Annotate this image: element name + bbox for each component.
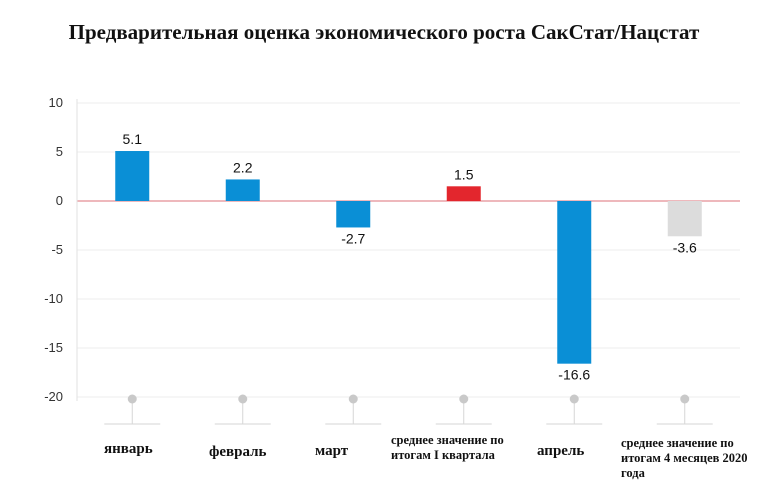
y-tick-label: -5 (51, 242, 63, 257)
bar (446, 186, 481, 201)
x-tick-marker (238, 394, 248, 404)
data-label: 2.2 (233, 159, 253, 175)
y-tick-label: -15 (44, 340, 63, 355)
x-tick-marker (459, 394, 469, 404)
data-label: -3.6 (673, 239, 697, 255)
x-category-label: февраль (209, 444, 267, 460)
x-category-label: апрель (537, 443, 585, 459)
y-tick-label: -10 (44, 291, 63, 306)
x-category-label: январь (104, 441, 153, 457)
x-category-label: среднее значение по итогам 4 месяцев 202… (621, 436, 748, 480)
x-tick-marker (127, 394, 137, 404)
data-label: -2.7 (341, 230, 365, 246)
x-tick-marker (569, 394, 579, 404)
data-label: -16.6 (558, 367, 590, 383)
x-category-label: март (315, 443, 349, 459)
bar (115, 151, 150, 201)
x-category-label: среднее значение по итогам I квартала (391, 433, 504, 462)
chart-title: Предварительная оценка экономического ро… (68, 20, 700, 44)
bar (225, 179, 260, 201)
bar (336, 201, 371, 228)
x-tick-marker (348, 394, 358, 404)
y-tick-label: 5 (56, 144, 63, 159)
data-label: 5.1 (123, 131, 143, 147)
y-tick-label: 10 (49, 95, 63, 110)
x-tick-marker (680, 394, 690, 404)
y-tick-label: 0 (56, 193, 63, 208)
y-tick-label: -20 (44, 389, 63, 404)
data-label: 1.5 (454, 166, 474, 182)
bar (557, 201, 592, 364)
bar (667, 201, 702, 237)
